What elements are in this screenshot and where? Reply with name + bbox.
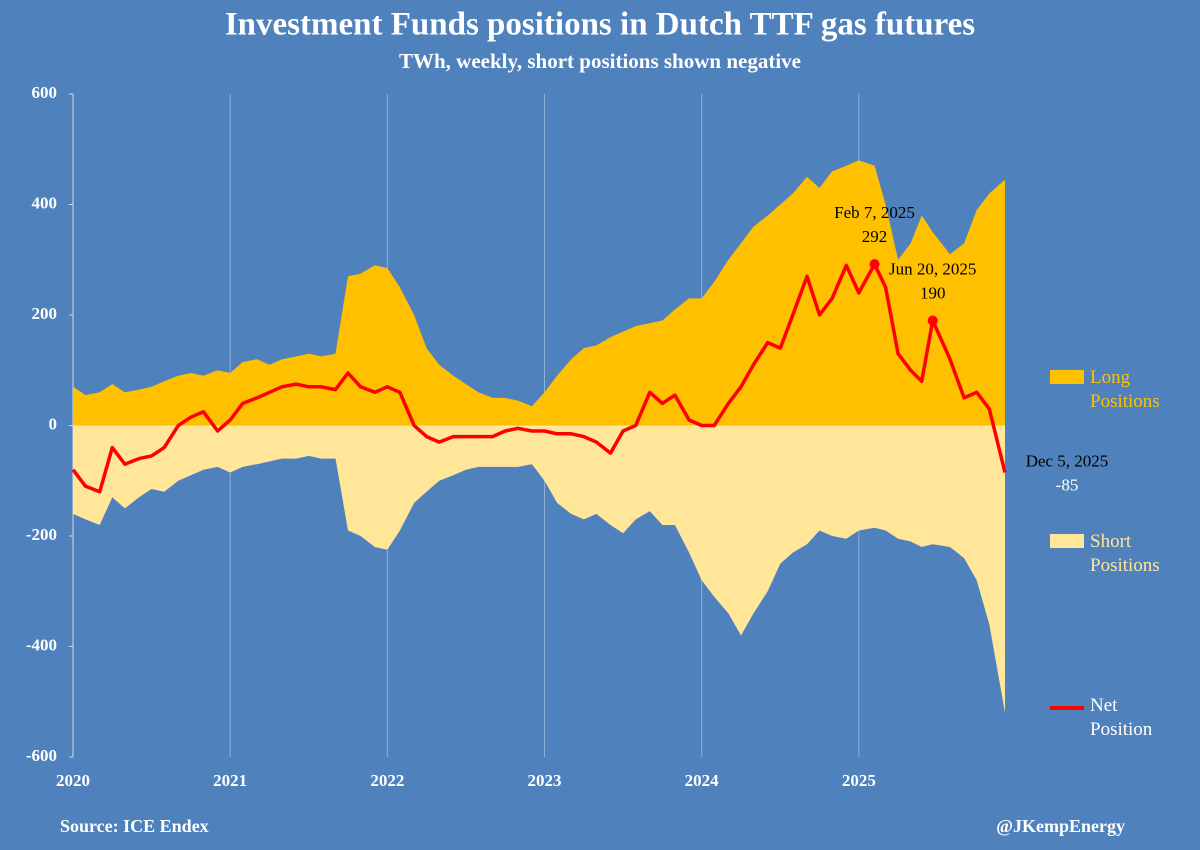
y-tick-label: -600 bbox=[26, 746, 57, 765]
y-tick-label: 600 bbox=[32, 83, 58, 102]
annotation-date: Dec 5, 2025 bbox=[1026, 451, 1109, 470]
legend-swatch bbox=[1050, 706, 1084, 710]
legend-label: Net Position bbox=[1090, 695, 1153, 740]
y-tick-label: 0 bbox=[49, 414, 58, 433]
y-tick-label: -200 bbox=[26, 525, 57, 544]
area bbox=[73, 425, 1005, 713]
marks bbox=[71, 160, 1007, 713]
x-tick-label: 2020 bbox=[56, 771, 90, 790]
annotation-value: 292 bbox=[862, 227, 888, 246]
net-line bbox=[71, 262, 1007, 494]
area bbox=[73, 160, 1005, 426]
legend-swatch bbox=[1050, 534, 1084, 548]
legend-label: Short Positions bbox=[1090, 531, 1160, 576]
annotation-value: 190 bbox=[920, 283, 946, 302]
legend-label: Long Positions bbox=[1090, 367, 1160, 412]
chart-title: Investment Funds positions in Dutch TTF … bbox=[225, 7, 975, 43]
chart-subtitle: TWh, weekly, short positions shown negat… bbox=[399, 49, 801, 73]
source: Source: ICE Endex bbox=[60, 816, 209, 836]
x-tick-label: 2021 bbox=[213, 771, 247, 790]
credit: @JKempEnergy bbox=[996, 816, 1125, 836]
annotation-date: Feb 7, 2025 bbox=[834, 203, 915, 222]
annotation-dot bbox=[927, 315, 938, 326]
legend-swatch bbox=[1050, 370, 1084, 384]
annotation-dot bbox=[869, 259, 880, 270]
x-tick-label: 2023 bbox=[528, 771, 562, 790]
annotation-date: Jun 20, 2025 bbox=[889, 259, 976, 278]
x-tick-label: 2022 bbox=[370, 771, 404, 790]
y-tick-label: 200 bbox=[32, 304, 58, 323]
annotation-value: -85 bbox=[1056, 475, 1079, 494]
x-tick-label: 2024 bbox=[685, 771, 720, 790]
y-tick-label: 400 bbox=[32, 193, 58, 212]
x-tick-label: 2025 bbox=[842, 771, 876, 790]
y-tick-label: -400 bbox=[26, 635, 57, 654]
